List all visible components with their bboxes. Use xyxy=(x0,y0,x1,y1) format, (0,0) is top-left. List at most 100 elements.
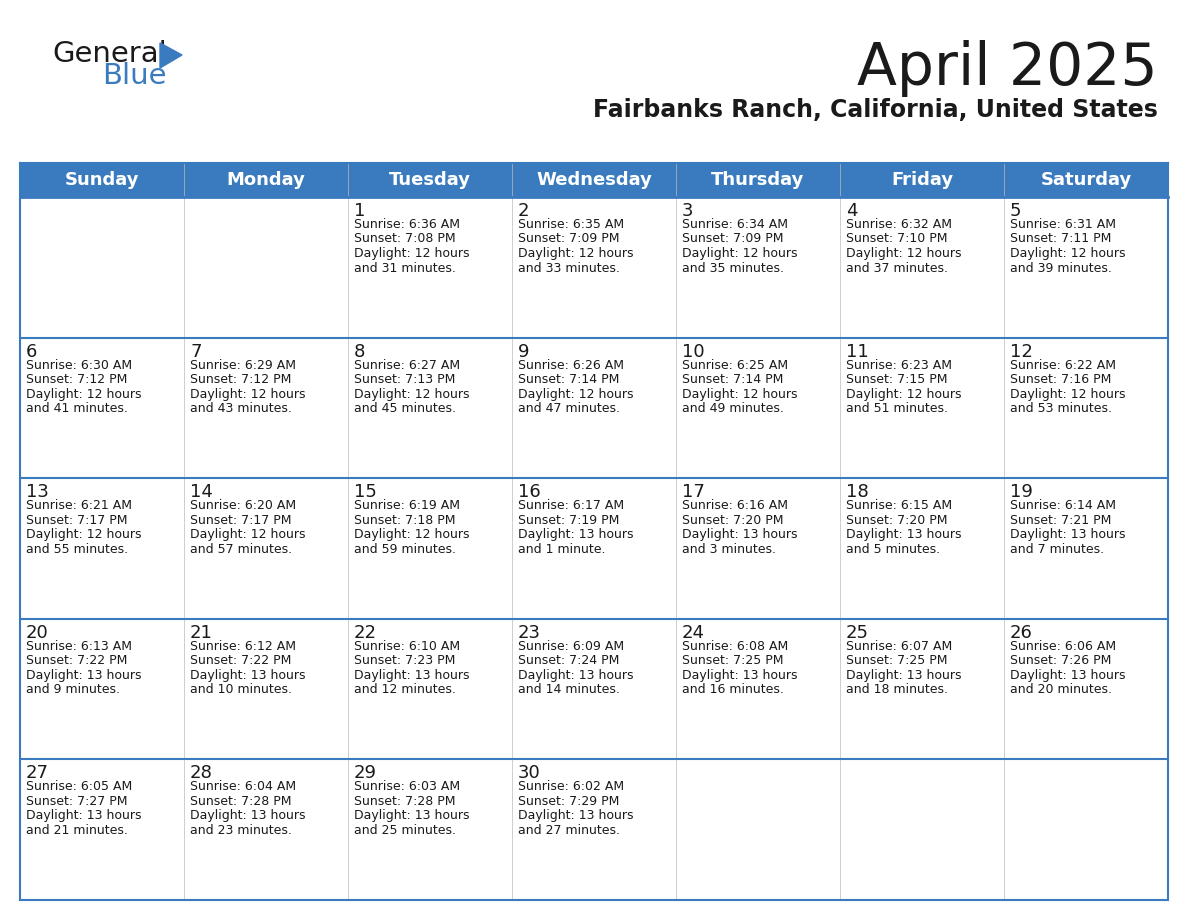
Bar xyxy=(348,759,512,900)
Text: Sunset: 7:09 PM: Sunset: 7:09 PM xyxy=(682,232,784,245)
Text: Daylight: 12 hours: Daylight: 12 hours xyxy=(1010,387,1125,400)
Polygon shape xyxy=(160,43,182,68)
Text: 14: 14 xyxy=(190,483,213,501)
Text: 28: 28 xyxy=(190,765,213,782)
Text: General: General xyxy=(52,40,166,68)
Text: Sunrise: 6:17 AM: Sunrise: 6:17 AM xyxy=(518,499,624,512)
Text: Daylight: 13 hours: Daylight: 13 hours xyxy=(1010,669,1125,682)
Text: 2: 2 xyxy=(518,202,530,220)
Bar xyxy=(184,338,348,478)
Text: and 59 minutes.: and 59 minutes. xyxy=(354,543,456,555)
Bar xyxy=(20,163,1168,197)
Text: Sunrise: 6:03 AM: Sunrise: 6:03 AM xyxy=(354,780,460,793)
Text: and 1 minute.: and 1 minute. xyxy=(518,543,606,555)
Bar xyxy=(184,759,348,900)
Text: Sunday: Sunday xyxy=(65,171,139,189)
Bar xyxy=(1004,478,1168,619)
Bar xyxy=(840,197,1004,338)
Bar xyxy=(1004,759,1168,900)
Text: Sunset: 7:26 PM: Sunset: 7:26 PM xyxy=(1010,655,1112,667)
Text: and 57 minutes.: and 57 minutes. xyxy=(190,543,292,555)
Bar xyxy=(512,338,676,478)
Text: Fairbanks Ranch, California, United States: Fairbanks Ranch, California, United Stat… xyxy=(593,98,1158,122)
Text: Sunrise: 6:27 AM: Sunrise: 6:27 AM xyxy=(354,359,460,372)
Bar xyxy=(676,759,840,900)
Text: and 45 minutes.: and 45 minutes. xyxy=(354,402,456,415)
Text: Sunset: 7:22 PM: Sunset: 7:22 PM xyxy=(190,655,291,667)
Text: Sunset: 7:10 PM: Sunset: 7:10 PM xyxy=(846,232,948,245)
Text: and 39 minutes.: and 39 minutes. xyxy=(1010,262,1112,274)
Text: Sunrise: 6:06 AM: Sunrise: 6:06 AM xyxy=(1010,640,1116,653)
Text: Sunrise: 6:04 AM: Sunrise: 6:04 AM xyxy=(190,780,296,793)
Text: 10: 10 xyxy=(682,342,704,361)
Text: and 41 minutes.: and 41 minutes. xyxy=(26,402,128,415)
Text: Sunrise: 6:29 AM: Sunrise: 6:29 AM xyxy=(190,359,296,372)
Text: Daylight: 13 hours: Daylight: 13 hours xyxy=(518,810,633,823)
Text: and 7 minutes.: and 7 minutes. xyxy=(1010,543,1104,555)
Bar xyxy=(20,197,184,338)
Text: and 55 minutes.: and 55 minutes. xyxy=(26,543,128,555)
Text: Sunset: 7:28 PM: Sunset: 7:28 PM xyxy=(190,795,291,808)
Text: Daylight: 12 hours: Daylight: 12 hours xyxy=(26,528,141,542)
Bar xyxy=(676,619,840,759)
Text: Sunrise: 6:25 AM: Sunrise: 6:25 AM xyxy=(682,359,788,372)
Text: Daylight: 12 hours: Daylight: 12 hours xyxy=(518,387,633,400)
Text: Daylight: 12 hours: Daylight: 12 hours xyxy=(354,247,469,260)
Text: Sunrise: 6:34 AM: Sunrise: 6:34 AM xyxy=(682,218,788,231)
Text: Daylight: 12 hours: Daylight: 12 hours xyxy=(682,387,797,400)
Bar xyxy=(184,619,348,759)
Text: Sunset: 7:20 PM: Sunset: 7:20 PM xyxy=(846,514,948,527)
Bar xyxy=(840,619,1004,759)
Text: Sunrise: 6:31 AM: Sunrise: 6:31 AM xyxy=(1010,218,1116,231)
Text: Sunrise: 6:07 AM: Sunrise: 6:07 AM xyxy=(846,640,953,653)
Bar xyxy=(512,619,676,759)
Text: Sunrise: 6:14 AM: Sunrise: 6:14 AM xyxy=(1010,499,1116,512)
Text: Sunrise: 6:15 AM: Sunrise: 6:15 AM xyxy=(846,499,952,512)
Text: Daylight: 12 hours: Daylight: 12 hours xyxy=(518,247,633,260)
Text: Daylight: 12 hours: Daylight: 12 hours xyxy=(682,247,797,260)
Text: Sunset: 7:29 PM: Sunset: 7:29 PM xyxy=(518,795,619,808)
Text: 17: 17 xyxy=(682,483,704,501)
Text: Sunset: 7:19 PM: Sunset: 7:19 PM xyxy=(518,514,619,527)
Text: Sunset: 7:28 PM: Sunset: 7:28 PM xyxy=(354,795,455,808)
Text: Sunrise: 6:19 AM: Sunrise: 6:19 AM xyxy=(354,499,460,512)
Text: Thursday: Thursday xyxy=(712,171,804,189)
Text: 4: 4 xyxy=(846,202,858,220)
Text: Sunset: 7:18 PM: Sunset: 7:18 PM xyxy=(354,514,455,527)
Text: and 3 minutes.: and 3 minutes. xyxy=(682,543,776,555)
Text: and 14 minutes.: and 14 minutes. xyxy=(518,683,620,696)
Text: Daylight: 13 hours: Daylight: 13 hours xyxy=(190,810,305,823)
Text: Sunset: 7:14 PM: Sunset: 7:14 PM xyxy=(682,373,783,386)
Text: 22: 22 xyxy=(354,624,377,642)
Text: and 18 minutes.: and 18 minutes. xyxy=(846,683,948,696)
Text: 24: 24 xyxy=(682,624,704,642)
Text: Daylight: 12 hours: Daylight: 12 hours xyxy=(1010,247,1125,260)
Bar xyxy=(184,478,348,619)
Text: 8: 8 xyxy=(354,342,366,361)
Text: Daylight: 13 hours: Daylight: 13 hours xyxy=(354,669,469,682)
Bar xyxy=(20,759,184,900)
Text: Sunrise: 6:05 AM: Sunrise: 6:05 AM xyxy=(26,780,132,793)
Text: April 2025: April 2025 xyxy=(858,40,1158,97)
Text: Daylight: 13 hours: Daylight: 13 hours xyxy=(518,669,633,682)
Text: Sunset: 7:24 PM: Sunset: 7:24 PM xyxy=(518,655,619,667)
Bar xyxy=(20,338,184,478)
Text: Sunset: 7:14 PM: Sunset: 7:14 PM xyxy=(518,373,619,386)
Text: Sunrise: 6:12 AM: Sunrise: 6:12 AM xyxy=(190,640,296,653)
Text: Daylight: 13 hours: Daylight: 13 hours xyxy=(1010,528,1125,542)
Text: 1: 1 xyxy=(354,202,366,220)
Text: 3: 3 xyxy=(682,202,694,220)
Text: Sunrise: 6:22 AM: Sunrise: 6:22 AM xyxy=(1010,359,1116,372)
Text: 27: 27 xyxy=(26,765,49,782)
Text: and 49 minutes.: and 49 minutes. xyxy=(682,402,784,415)
Text: Tuesday: Tuesday xyxy=(388,171,470,189)
Bar xyxy=(348,338,512,478)
Text: Daylight: 12 hours: Daylight: 12 hours xyxy=(354,528,469,542)
Text: 18: 18 xyxy=(846,483,868,501)
Text: Sunset: 7:15 PM: Sunset: 7:15 PM xyxy=(846,373,948,386)
Text: 16: 16 xyxy=(518,483,541,501)
Bar xyxy=(1004,619,1168,759)
Text: and 9 minutes.: and 9 minutes. xyxy=(26,683,120,696)
Bar xyxy=(512,478,676,619)
Text: Daylight: 13 hours: Daylight: 13 hours xyxy=(190,669,305,682)
